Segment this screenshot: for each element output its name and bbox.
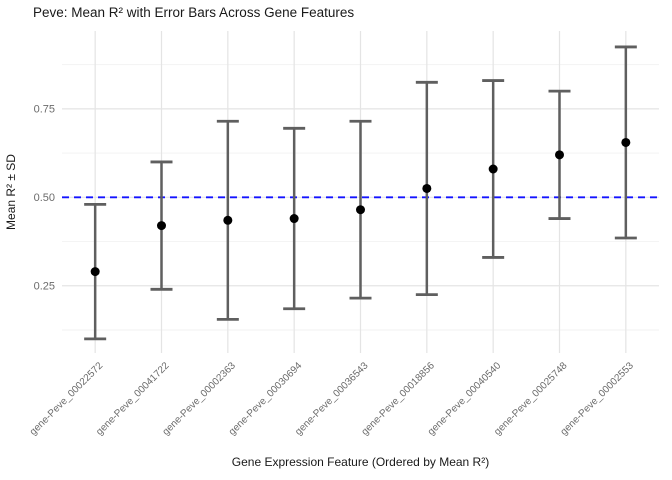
x-axis-title: Gene Expression Feature (Ordered by Mean… — [231, 455, 490, 469]
x-tick-label: gene-Peve_00036543 — [293, 360, 371, 438]
y-tick-label: 0.25 — [34, 281, 55, 293]
x-tick-label: gene-Peve_00022572 — [28, 360, 106, 438]
y-tick-label: 0.50 — [34, 192, 55, 204]
y-tick-label: 0.75 — [34, 104, 55, 116]
x-tick-label: gene-Peve_00041722 — [94, 360, 172, 438]
data-point — [223, 215, 233, 225]
data-point — [488, 164, 498, 174]
x-tick-label: gene-Peve_00040540 — [426, 360, 504, 438]
data-point — [621, 137, 631, 147]
chart-title: Peve: Mean R² with Error Bars Across Gen… — [33, 5, 355, 20]
x-tick-label: gene-Peve_00025748 — [492, 360, 570, 438]
x-tick-label: gene-Peve_00018856 — [360, 360, 438, 438]
x-tick-label: gene-Peve_00030694 — [227, 360, 305, 438]
data-point — [422, 183, 432, 193]
data-point — [90, 267, 100, 277]
data-point — [356, 205, 365, 215]
data-point — [157, 221, 166, 231]
x-tick-label: gene-Peve_00002363 — [161, 360, 239, 438]
data-point — [555, 150, 564, 160]
x-tick-label: gene-Peve_00002553 — [559, 360, 637, 438]
data-point — [289, 214, 299, 224]
